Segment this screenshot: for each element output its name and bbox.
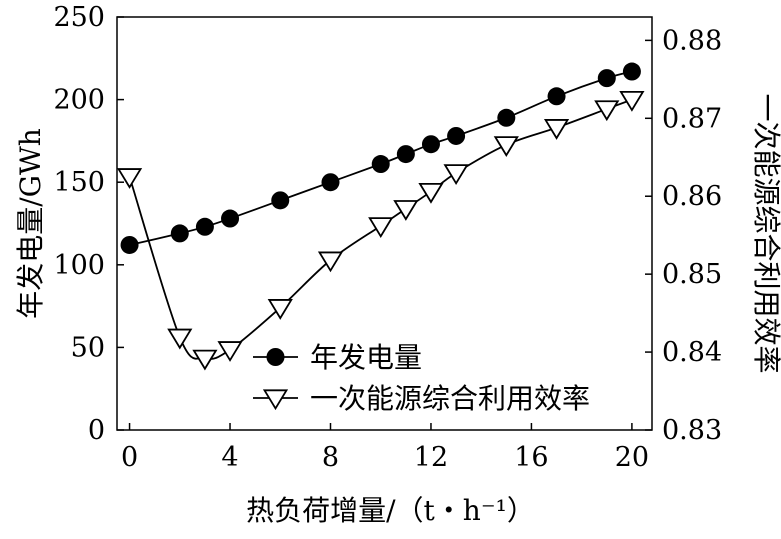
- y-right-tick-label: 0.87: [662, 103, 722, 134]
- x-axis-label: 热负荷增量/（t・h⁻¹）: [246, 494, 535, 527]
- data-point-circle: [120, 235, 139, 254]
- legend-label: 年发电量: [310, 341, 422, 374]
- data-point-circle: [622, 62, 641, 81]
- y-right-tick-label: 0.88: [662, 25, 722, 56]
- data-point-triangle: [317, 251, 344, 273]
- data-point-triangle: [217, 341, 243, 362]
- data-point-circle: [321, 173, 340, 192]
- data-point-circle: [195, 217, 214, 236]
- y-left-axis-label: 年发电量/GWh: [14, 128, 47, 319]
- data-point-circle: [396, 145, 415, 164]
- legend-marker-triangle: [262, 389, 289, 411]
- data-point-circle: [447, 126, 466, 145]
- y-left-tick-label: 50: [71, 332, 105, 363]
- data-point-circle: [371, 155, 390, 174]
- data-point-triangle: [418, 182, 444, 204]
- data-point-circle: [497, 108, 516, 127]
- data-point-triangle: [594, 100, 620, 122]
- data-point-triangle: [493, 136, 519, 157]
- data-point-circle: [421, 135, 440, 154]
- data-point-triangle: [192, 349, 218, 371]
- x-tick-label: 12: [414, 442, 448, 473]
- x-tick-label: 0: [121, 442, 138, 473]
- y-left-tick-label: 100: [53, 250, 105, 281]
- y-left-tick-label: 0: [88, 415, 105, 446]
- data-point-circle: [170, 224, 189, 243]
- data-point-triangle: [443, 164, 469, 186]
- y-left-tick-label: 250: [53, 2, 105, 33]
- data-point-circle: [221, 209, 240, 228]
- y-right-tick-label: 0.86: [662, 181, 722, 212]
- data-point-circle: [271, 191, 290, 210]
- x-tick-label: 20: [615, 442, 649, 473]
- data-point-triangle: [543, 119, 570, 140]
- x-tick-label: 16: [514, 442, 548, 473]
- x-tick-label: 8: [322, 442, 339, 473]
- data-point-triangle: [393, 200, 419, 221]
- legend-label: 一次能源综合利用效率: [310, 382, 590, 415]
- data-point-triangle: [619, 91, 645, 112]
- y-right-axis-label: 一次能源综合利用效率: [750, 93, 781, 373]
- data-point-triangle: [116, 168, 143, 189]
- data-point-circle: [547, 87, 566, 106]
- y-right-tick-label: 0.84: [662, 337, 722, 368]
- legend-marker-circle: [266, 348, 285, 366]
- data-point-triangle: [368, 217, 394, 239]
- data-point-circle: [597, 69, 616, 88]
- y-right-tick-label: 0.83: [662, 415, 722, 446]
- plot-frame: [116, 16, 653, 431]
- y-left-tick-label: 150: [53, 167, 105, 198]
- y-left-tick-label: 200: [53, 85, 105, 116]
- data-point-triangle: [267, 299, 293, 320]
- y-right-tick-label: 0.85: [662, 259, 722, 290]
- data-point-triangle: [167, 328, 193, 350]
- x-tick-label: 4: [221, 442, 238, 473]
